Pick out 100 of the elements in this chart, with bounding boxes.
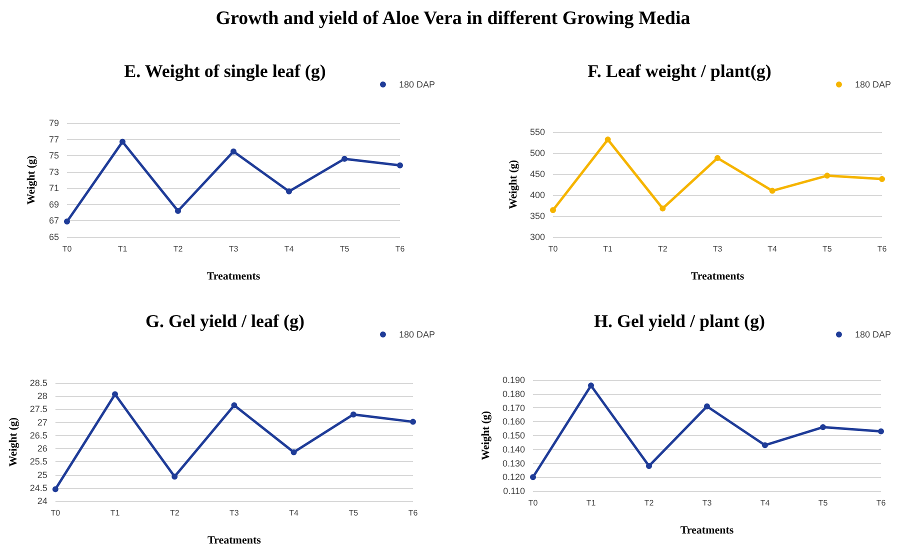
chart-title: F. Leaf weight / plant(g): [588, 61, 772, 81]
x-tick-label: T5: [348, 508, 359, 518]
y-axis-title: Weight (g): [480, 410, 492, 460]
point: [530, 474, 536, 480]
point: [64, 218, 70, 225]
point: [704, 403, 710, 410]
point: [230, 148, 236, 154]
point: [878, 428, 884, 434]
x-tick-label: T3: [230, 508, 240, 518]
y-tick-label: 26.5: [30, 430, 48, 440]
x-tick-label: T1: [586, 498, 596, 508]
y-tick-label: 28.5: [30, 378, 48, 388]
point: [112, 391, 118, 398]
x-tick-label: T3: [702, 498, 712, 508]
point: [824, 172, 830, 179]
x-tick-label: T0: [62, 244, 72, 254]
x-tick-label: T0: [528, 498, 538, 508]
y-tick-label: 69: [48, 199, 59, 210]
y-tick-label: 77: [48, 134, 59, 144]
y-tick-label: 500: [530, 148, 545, 158]
y-tick-label: 73: [48, 166, 59, 177]
x-tick-label: T0: [50, 508, 61, 518]
y-tick-label: 0.140: [502, 444, 525, 454]
y-tick-label: 28: [37, 391, 48, 402]
point: [769, 188, 776, 194]
x-tick-label: T6: [877, 244, 888, 254]
y-tick-label: 79: [48, 118, 59, 128]
chart-title: H. Gel yield / plant (g): [594, 311, 766, 331]
y-tick-label: 67: [48, 216, 59, 226]
x-tick-label: T2: [644, 498, 654, 508]
point: [762, 442, 768, 448]
x-tick-label: T2: [170, 508, 180, 518]
y-tick-label: 450: [530, 169, 545, 179]
point: [604, 136, 611, 143]
point: [820, 424, 826, 430]
x-tick-label: T5: [818, 498, 828, 508]
y-tick-label: 24.5: [30, 482, 48, 493]
point: [714, 155, 720, 162]
y-tick-label: 0.180: [502, 388, 525, 399]
x-axis-title: Treatments: [690, 270, 745, 282]
point: [550, 207, 556, 214]
point: [120, 138, 126, 145]
y-tick-label: 25.5: [30, 456, 48, 467]
point: [231, 402, 238, 408]
y-tick-label: 25: [37, 470, 48, 480]
point: [175, 208, 181, 214]
y-tick-label: 550: [530, 127, 545, 137]
chart-title: G. Gel yield / leaf (g): [146, 311, 304, 331]
x-axis-title: Treatments: [208, 534, 262, 546]
x-tick-label: T5: [822, 244, 832, 254]
x-tick-label: T0: [548, 244, 558, 254]
y-tick-label: 27.5: [30, 404, 48, 414]
legend-label: 180 DAP: [398, 80, 436, 90]
legend-label: 180 DAP: [398, 330, 436, 340]
y-axis-title: Weight (g): [8, 417, 20, 467]
y-tick-label: 400: [530, 190, 545, 200]
y-tick-label: 26: [37, 444, 48, 454]
x-tick-label: T4: [768, 244, 778, 254]
point: [397, 162, 403, 168]
y-tick-label: 75: [48, 150, 59, 161]
point: [410, 418, 416, 425]
y-tick-label: 71: [48, 183, 59, 194]
y-tick-label: 0.120: [502, 472, 525, 482]
x-axis-title: Treatments: [206, 270, 261, 282]
x-tick-label: T4: [760, 498, 770, 508]
y-axis-title: Weight (g): [508, 160, 520, 210]
x-tick-label: T2: [658, 244, 668, 254]
point: [660, 205, 666, 212]
point: [172, 474, 178, 480]
y-tick-label: 65: [48, 232, 59, 242]
x-tick-label: T1: [603, 244, 614, 254]
y-tick-label: 0.130: [502, 458, 525, 468]
y-tick-label: 0.170: [502, 402, 525, 413]
x-tick-label: T3: [712, 244, 723, 254]
x-tick-label: T6: [876, 498, 886, 508]
point: [588, 382, 594, 389]
point: [350, 411, 356, 418]
y-tick-label: 350: [530, 211, 545, 221]
y-tick-label: 24: [37, 496, 48, 506]
point: [879, 176, 885, 182]
y-tick-label: 0.190: [502, 375, 525, 385]
legend-label: 180 DAP: [854, 330, 892, 340]
point: [286, 188, 292, 194]
point: [52, 486, 58, 492]
point: [290, 449, 297, 456]
x-tick-label: T2: [173, 244, 184, 254]
point: [342, 156, 348, 162]
x-axis-title: Treatments: [680, 524, 734, 536]
x-tick-label: T1: [110, 508, 120, 518]
y-tick-label: 0.110: [503, 486, 525, 496]
point: [646, 463, 652, 470]
y-tick-label: 0.150: [502, 430, 525, 440]
y-tick-label: 0.160: [502, 416, 525, 427]
x-tick-label: T4: [284, 244, 294, 254]
x-tick-label: T6: [395, 244, 406, 254]
y-tick-label: 27: [37, 417, 48, 428]
x-tick-label: T5: [340, 244, 350, 254]
x-tick-label: T6: [408, 508, 418, 518]
x-tick-label: T1: [118, 244, 128, 254]
y-axis-title: Weight (g): [26, 155, 38, 205]
